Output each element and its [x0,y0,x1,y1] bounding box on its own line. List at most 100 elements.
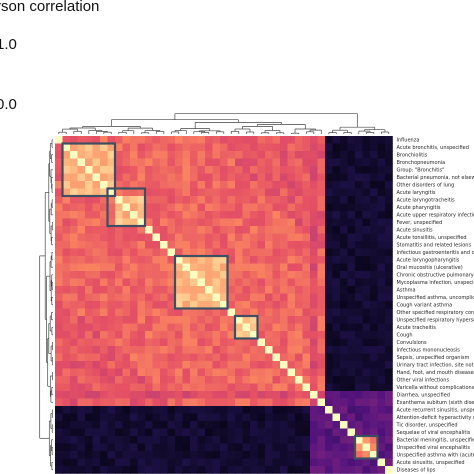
heatmap-cell [167,218,176,227]
heatmap-cell [167,383,176,392]
heatmap-cell [332,181,341,189]
heatmap-cell [317,338,326,347]
heatmap-cell [370,443,378,452]
heatmap-cell [107,361,116,369]
heatmap-cell [250,196,258,204]
heatmap-cell [137,391,146,399]
heatmap-cell [340,158,348,167]
heatmap-cell [85,451,93,459]
heatmap-cell [167,331,176,339]
heatmap-cell [145,308,153,317]
heatmap-cell [152,391,161,399]
heatmap-cell [287,293,296,302]
heatmap-cell [100,173,108,182]
heatmap-cell [235,256,243,264]
heatmap-cell [122,436,131,444]
heatmap-cell [212,338,221,347]
heatmap-cell [220,301,228,309]
heatmap-cell [257,158,266,167]
heatmap-cell [190,241,198,249]
heatmap-cell [160,158,168,167]
heatmap-cell [92,301,101,309]
heatmap-cell [122,331,131,339]
heatmap-cell [355,451,363,459]
heatmap-cell [362,188,371,197]
heatmap-cell [62,218,71,227]
heatmap-cell [175,443,183,452]
heatmap-cell [175,308,183,317]
heatmap-cell [205,226,213,234]
heatmap-cell [197,391,206,399]
heatmap-cell [212,376,221,384]
heatmap-cell [227,211,236,219]
heatmap-cell [325,466,333,474]
heatmap-cell [340,271,348,279]
heatmap-cell [182,383,191,392]
heatmap-cell [257,166,266,174]
heatmap-cell [77,241,86,249]
heatmap-cell [107,346,116,354]
heatmap-cell [130,451,138,459]
heatmap-cell [190,203,198,212]
heatmap-cell [152,368,161,377]
heatmap-cell [137,308,146,317]
heatmap-cell [167,286,176,294]
heatmap-cell [55,338,63,347]
heatmap-cell [227,421,236,429]
heatmap-cell [160,316,168,324]
heatmap-cell [227,233,236,242]
heatmap-cell [302,466,311,474]
heatmap-cell [100,226,108,234]
heatmap-cell [122,218,131,227]
heatmap-cell [227,143,236,152]
heatmap-cell [70,346,78,354]
heatmap-cell [317,421,326,429]
heatmap-cell [385,196,393,204]
heatmap-cell [197,218,206,227]
heatmap-cell [347,413,356,422]
heatmap-cell [340,143,348,152]
heatmap-cell [220,233,228,242]
heatmap-cell [340,346,348,354]
heatmap-cell [302,233,311,242]
heatmap-cell [92,361,101,369]
heatmap-cell [235,406,243,414]
heatmap-cell [205,166,213,174]
heatmap-cell [220,203,228,212]
heatmap-cell [152,301,161,309]
row-label: Bronchiolitis [397,152,428,158]
heatmap-cell [272,211,281,219]
heatmap-cell [340,421,348,429]
heatmap-cell [272,421,281,429]
row-label: Bacterial meningitis, unspecified [397,437,474,443]
heatmap-cell [182,173,191,182]
heatmap-cell [62,256,71,264]
heatmap-cell [280,376,288,384]
heatmap-cell [302,413,311,422]
heatmap-cell [362,353,371,362]
heatmap-cell [122,233,131,242]
heatmap-cell [377,443,386,452]
heatmap-cell [182,376,191,384]
heatmap-cell [332,338,341,347]
heatmap-cell [295,173,303,182]
heatmap-cell [370,293,378,302]
heatmap-cell [85,233,93,242]
heatmap-cell [122,271,131,279]
heatmap-cell [257,136,266,144]
heatmap-cell [370,218,378,227]
heatmap-cell [130,391,138,399]
heatmap-cell [377,166,386,174]
heatmap-cell [340,211,348,219]
heatmap-cell [55,271,63,279]
heatmap-cell [205,391,213,399]
heatmap-cell [242,256,251,264]
heatmap-cell [377,248,386,257]
heatmap-cell [182,368,191,377]
heatmap-cell [317,413,326,422]
heatmap-cell [265,136,273,144]
heatmap-cell [205,316,213,324]
heatmap-cell [227,316,236,324]
heatmap-cell [100,181,108,189]
heatmap-cell [302,443,311,452]
